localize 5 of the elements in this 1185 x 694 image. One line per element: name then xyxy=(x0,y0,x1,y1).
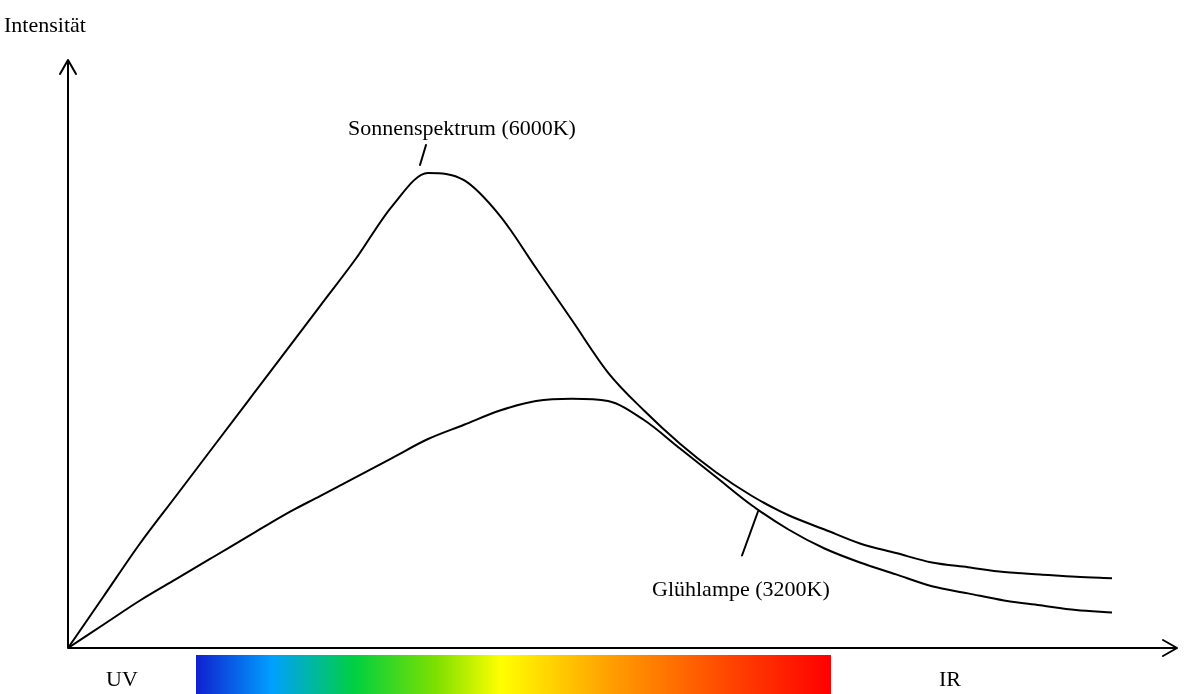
text: UV xyxy=(106,666,138,691)
text: Intensität xyxy=(4,12,86,37)
text: Sonnenspektrum (6000K) xyxy=(348,115,576,141)
text: IR xyxy=(939,666,962,691)
legend-label: Glühlampe (3200K) xyxy=(652,575,830,601)
